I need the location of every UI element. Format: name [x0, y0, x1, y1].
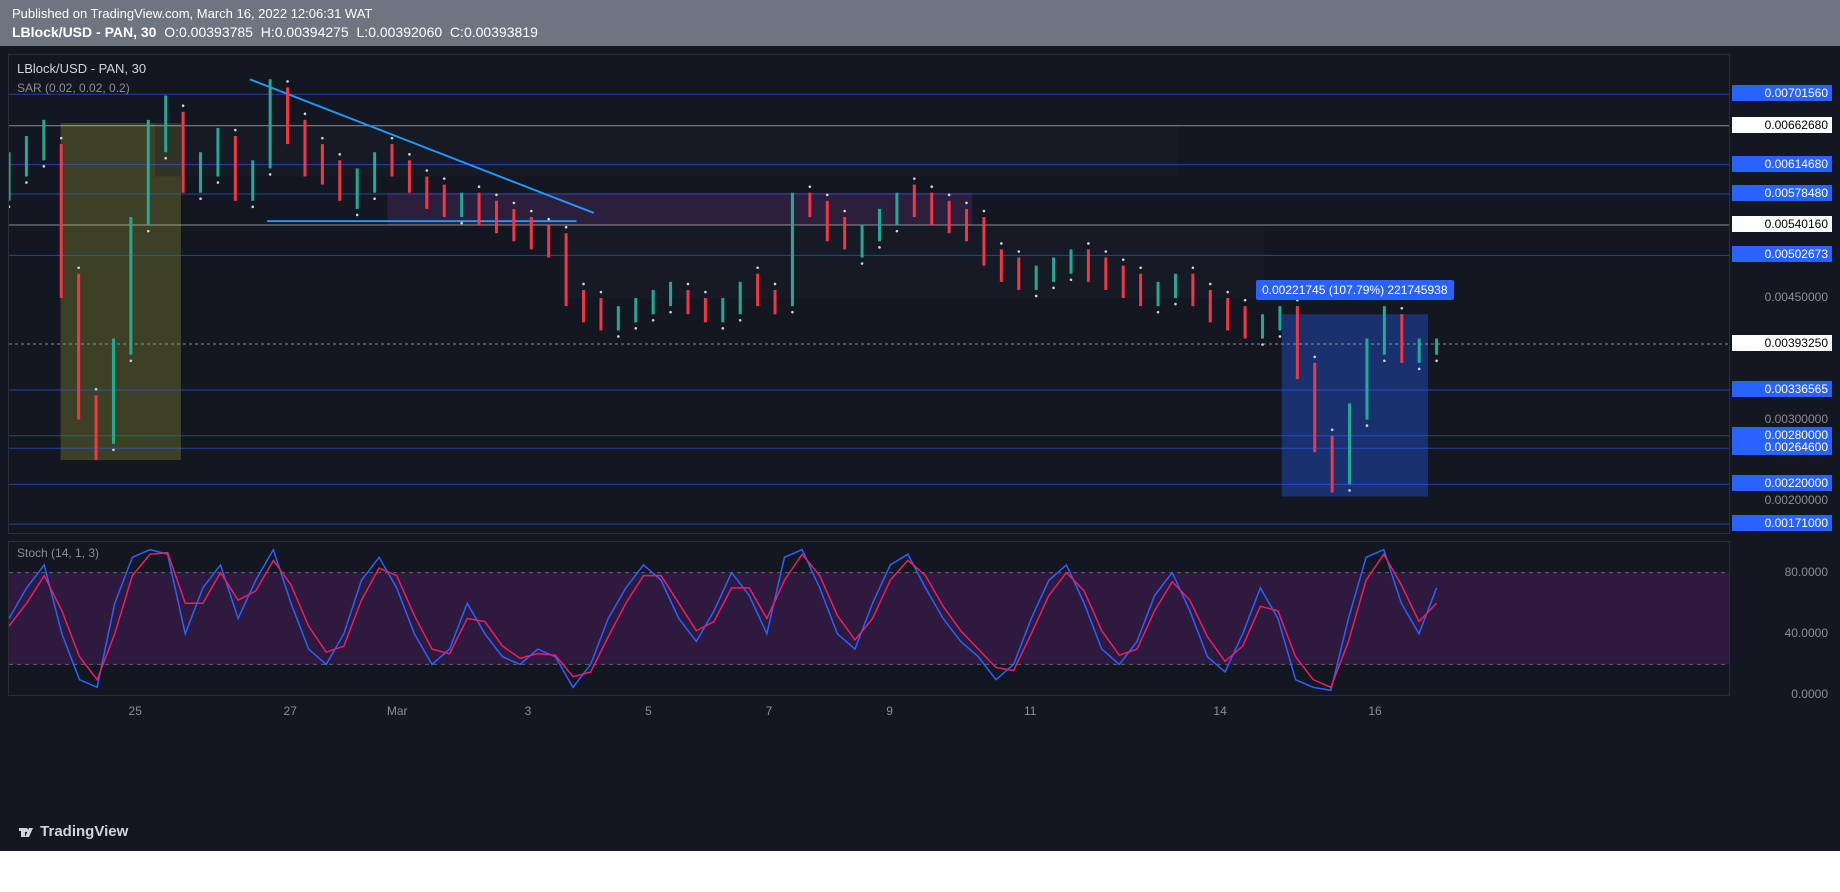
main-chart-svg	[9, 55, 1729, 533]
dark-zone-top	[155, 123, 1178, 176]
price-label: 0.00540160	[1732, 216, 1832, 232]
price-label: 0.00578480	[1732, 185, 1832, 201]
stoch-pane[interactable]: Stoch (14, 1, 3)	[8, 541, 1730, 696]
stoch-axis-label: 40.0000	[1732, 625, 1832, 641]
measurement-tooltip: 0.00221745 (107.79%) 221745938	[1256, 280, 1454, 300]
time-label: 25	[129, 704, 142, 718]
price-label: 0.00200000	[1732, 492, 1832, 508]
time-label: 16	[1368, 704, 1381, 718]
price-label: 0.00662680	[1732, 117, 1832, 133]
time-label: Mar	[387, 704, 408, 718]
price-label: 0.00393250	[1732, 335, 1832, 351]
time-label: 5	[645, 704, 652, 718]
chart-container[interactable]: LBlock/USD - PAN, 30 SAR (0.02, 0.02, 0.…	[0, 46, 1840, 851]
price-label: 0.00450000	[1732, 289, 1832, 305]
time-label: 3	[525, 704, 532, 718]
price-label: 0.00220000	[1732, 475, 1832, 491]
blue-zone-right	[1282, 314, 1428, 496]
time-label: 9	[886, 704, 893, 718]
tradingview-logo-icon	[16, 823, 34, 841]
tradingview-watermark: TradingView	[16, 823, 128, 841]
stoch-svg	[9, 542, 1729, 695]
stoch-axis[interactable]: 80.000040.00000.0000	[1732, 541, 1832, 696]
price-label: 0.00336565	[1732, 381, 1832, 397]
time-label: 11	[1024, 704, 1036, 718]
sar-legend: SAR (0.02, 0.02, 0.2)	[17, 81, 130, 95]
chart-legend: LBlock/USD - PAN, 30	[17, 61, 146, 76]
main-price-pane[interactable]: LBlock/USD - PAN, 30 SAR (0.02, 0.02, 0.…	[8, 54, 1730, 534]
time-label: 14	[1213, 704, 1226, 718]
price-label: 0.00171000	[1732, 515, 1832, 531]
symbol-ohlc: LBlock/USD - PAN, 30 O:0.00393785 H:0.00…	[12, 24, 1828, 40]
publish-timestamp: Published on TradingView.com, March 16, …	[12, 6, 1828, 21]
stoch-axis-label: 0.0000	[1732, 686, 1832, 702]
price-label: 0.00614680	[1732, 156, 1832, 172]
publish-header: Published on TradingView.com, March 16, …	[0, 0, 1840, 46]
price-label: 0.00264600	[1732, 439, 1832, 455]
stoch-legend: Stoch (14, 1, 3)	[17, 546, 99, 560]
time-axis[interactable]: 25 27 Mar 3 5 7 9 11 14 16	[8, 698, 1730, 728]
time-label: 27	[284, 704, 297, 718]
time-label: 7	[766, 704, 773, 718]
price-label: 0.00300000	[1732, 411, 1832, 427]
price-label: 0.00502673	[1732, 246, 1832, 262]
price-label: 0.00701560	[1732, 85, 1832, 101]
price-axis[interactable]: 0.00701560 0.00662680 0.00614680 0.00578480…	[1732, 54, 1832, 534]
stoch-axis-label: 80.0000	[1732, 564, 1832, 580]
